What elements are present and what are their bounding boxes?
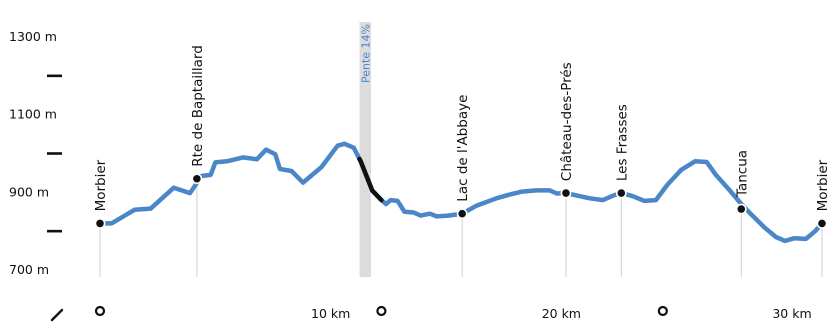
- waypoint-dot: [735, 203, 747, 215]
- waypoint-dot: [560, 187, 572, 199]
- y-tick-label: 1100 m: [9, 107, 57, 122]
- waypoint-label: Rte de Baptaillard: [190, 45, 206, 167]
- waypoint-label: Tancua: [734, 150, 750, 198]
- waypoint-labels: Morbier Rte de Baptaillard Lac de l'Abbaye…: [93, 45, 831, 211]
- ring-icon: [376, 305, 387, 317]
- waypoint-dot: [94, 217, 106, 229]
- y-axis: 1300 m 1100 m 900 m 700 m: [9, 29, 62, 277]
- waypoint-dot: [816, 217, 828, 229]
- waypoint-stems: [99, 178, 823, 277]
- y-tick-label: 700 m: [9, 262, 49, 277]
- waypoint-label: Morbier: [815, 159, 831, 211]
- x-tick-label: 30 km: [772, 306, 811, 321]
- waypoint-points: [94, 173, 828, 229]
- y-tick-label: 900 m: [9, 184, 49, 199]
- x-tick-label: 20 km: [542, 306, 581, 321]
- steep-band: [359, 22, 372, 277]
- x-axis: 10 km 20 km 30 km: [50, 305, 812, 322]
- waypoint-dot: [191, 173, 203, 185]
- steep-band-label: Pente 14%: [359, 24, 372, 83]
- steep-band-layer: Pente 14%: [359, 22, 372, 277]
- waypoint-label: Château-des-Prés: [559, 62, 575, 181]
- elevation-line-layer: [97, 141, 825, 244]
- slash-icon: [50, 308, 64, 322]
- waypoint-label: Lac de l'Abbaye: [455, 95, 471, 202]
- y-tick-label: 1300 m: [9, 29, 57, 44]
- waypoint-dot: [456, 208, 468, 220]
- x-tick-label: 10 km: [311, 306, 350, 321]
- ring-icon: [94, 305, 106, 317]
- steep-segment-line: [357, 156, 384, 203]
- ring-icon: [657, 305, 668, 317]
- waypoint-label: Les Frasses: [614, 104, 630, 181]
- elevation-line: [97, 141, 825, 244]
- waypoint-dot: [615, 187, 627, 199]
- waypoint-label: Morbier: [93, 159, 109, 211]
